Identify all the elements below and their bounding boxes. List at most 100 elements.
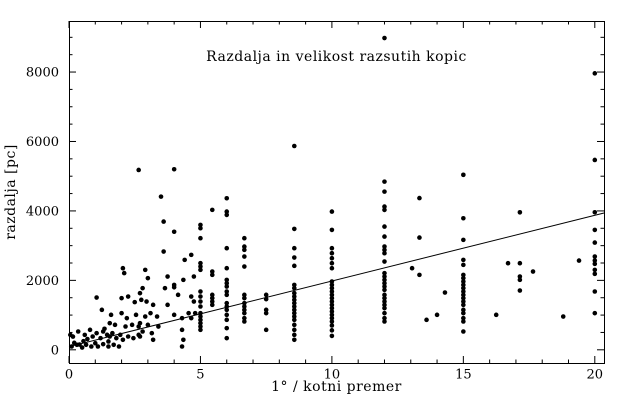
data-point <box>592 157 598 163</box>
data-point <box>592 209 598 215</box>
data-point <box>517 288 523 293</box>
data-point <box>100 341 106 347</box>
data-point <box>137 320 143 326</box>
data-point <box>417 235 422 240</box>
data-point <box>224 307 230 313</box>
data-point <box>224 300 230 306</box>
data-point <box>90 334 95 339</box>
data-point <box>242 300 247 306</box>
data-point <box>461 295 466 301</box>
data-point <box>191 274 197 279</box>
data-point <box>263 327 269 333</box>
data-point <box>292 263 297 269</box>
data-point <box>592 254 598 259</box>
data-point <box>329 319 335 324</box>
data-point <box>292 255 297 260</box>
data-point <box>198 222 203 228</box>
data-point <box>224 209 230 214</box>
data-point <box>382 319 387 324</box>
data-point <box>592 240 598 245</box>
data-point <box>224 280 230 286</box>
x-tick-label: 20 <box>587 368 604 383</box>
y-tick-label: 4000 <box>26 204 59 219</box>
data-point <box>224 245 230 251</box>
data-point <box>292 307 297 313</box>
data-point <box>461 279 466 284</box>
data-point <box>110 330 115 336</box>
data-point <box>209 295 215 301</box>
data-point <box>592 271 598 277</box>
data-point <box>120 337 126 343</box>
data-point <box>434 312 440 318</box>
data-point <box>493 312 499 318</box>
data-point <box>69 344 74 349</box>
data-point <box>224 277 230 283</box>
data-point <box>382 277 387 283</box>
data-point <box>79 345 85 350</box>
data-point <box>94 330 99 336</box>
data-point <box>75 329 81 334</box>
data-point <box>102 326 107 332</box>
data-point <box>119 310 124 316</box>
data-point <box>132 299 138 305</box>
data-point <box>242 295 247 301</box>
data-point <box>382 274 387 279</box>
data-point <box>242 307 247 313</box>
data-point <box>242 235 247 241</box>
data-point <box>129 322 135 328</box>
data-point <box>461 329 466 334</box>
data-point <box>198 314 203 319</box>
data-point <box>461 299 466 304</box>
data-point <box>181 277 186 283</box>
data-point <box>188 315 194 321</box>
data-point <box>592 289 598 294</box>
data-point <box>224 335 230 341</box>
y-tick-label: 2000 <box>26 274 59 289</box>
y-tick-label: 0 <box>51 343 59 358</box>
data-point <box>292 314 297 319</box>
data-point <box>224 284 230 289</box>
data-point <box>87 327 93 333</box>
data-point <box>181 337 186 343</box>
data-point <box>198 324 203 329</box>
data-point <box>144 299 149 304</box>
data-point <box>382 305 387 311</box>
data-point <box>292 332 297 338</box>
data-point <box>198 235 203 241</box>
data-point <box>530 269 536 274</box>
data-point <box>461 289 466 294</box>
data-point <box>382 244 387 249</box>
data-point <box>329 250 335 256</box>
data-point <box>242 244 247 249</box>
data-point <box>442 290 448 295</box>
data-point <box>382 224 387 229</box>
data-point <box>114 335 119 341</box>
x-tick-label: 15 <box>455 368 472 383</box>
data-point <box>461 302 466 308</box>
data-point <box>461 172 466 178</box>
data-point <box>82 332 88 338</box>
data-point <box>382 270 387 276</box>
data-point <box>592 310 598 316</box>
data-point <box>382 259 387 264</box>
x-tick-label: 5 <box>196 368 204 383</box>
data-point <box>329 323 335 328</box>
data-point <box>461 315 466 321</box>
data-point <box>142 267 148 273</box>
data-point <box>125 334 131 339</box>
data-point <box>179 315 185 321</box>
data-point <box>192 310 198 316</box>
data-point <box>198 289 203 294</box>
data-point <box>137 290 143 296</box>
data-point <box>461 310 466 316</box>
data-point <box>106 339 111 344</box>
data-point <box>175 292 181 298</box>
data-point <box>140 285 145 291</box>
x-tick-label: 10 <box>324 368 341 383</box>
data-point <box>156 324 161 329</box>
data-point <box>292 290 297 296</box>
data-point <box>198 294 203 299</box>
data-point <box>131 335 136 341</box>
